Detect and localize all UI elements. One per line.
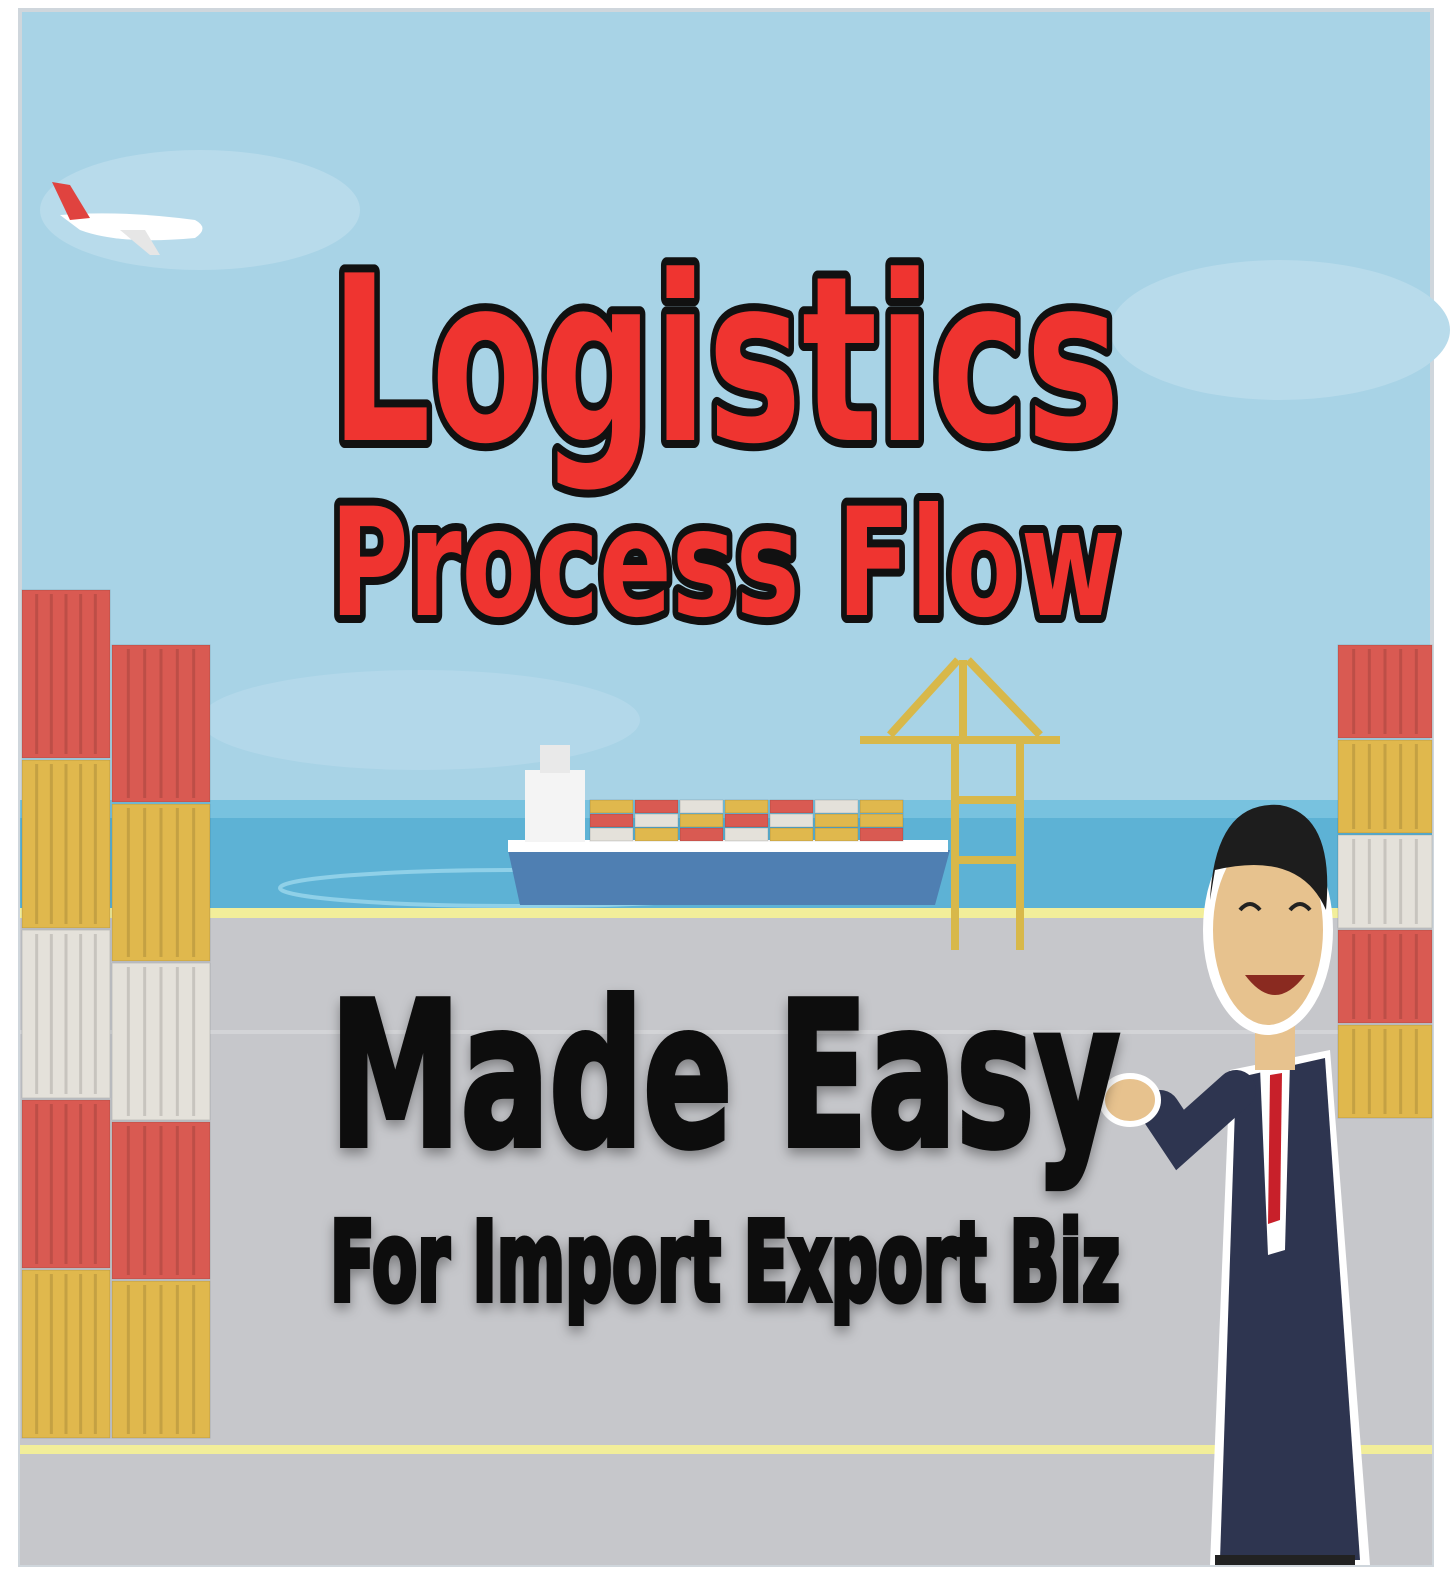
container — [770, 828, 813, 841]
container — [590, 828, 633, 841]
container — [815, 800, 858, 813]
page: Logistics Process Flow Made Easy For Imp… — [0, 0, 1456, 1577]
container — [725, 800, 768, 813]
container — [680, 800, 723, 813]
container — [635, 828, 678, 841]
container — [725, 814, 768, 827]
container — [815, 828, 858, 841]
container — [815, 814, 858, 827]
container — [590, 800, 633, 813]
title-line-1: Logistics — [330, 228, 1120, 495]
thumbnail: Logistics Process Flow Made Easy For Imp… — [0, 0, 1456, 1577]
cloud — [200, 670, 640, 770]
container — [680, 814, 723, 827]
title-line-2: Process Flow — [330, 477, 1120, 651]
container — [635, 800, 678, 813]
subtitle-line-2: For Import Export Biz — [330, 1198, 1120, 1326]
container — [680, 828, 723, 841]
cloud — [1110, 260, 1450, 400]
container — [725, 828, 768, 841]
container — [860, 814, 903, 827]
container — [860, 828, 903, 841]
container — [770, 814, 813, 827]
container — [860, 800, 903, 813]
subtitle-line-1: Made Easy — [330, 960, 1120, 1193]
container — [635, 814, 678, 827]
cloud — [40, 150, 360, 270]
container — [770, 800, 813, 813]
container — [590, 814, 633, 827]
